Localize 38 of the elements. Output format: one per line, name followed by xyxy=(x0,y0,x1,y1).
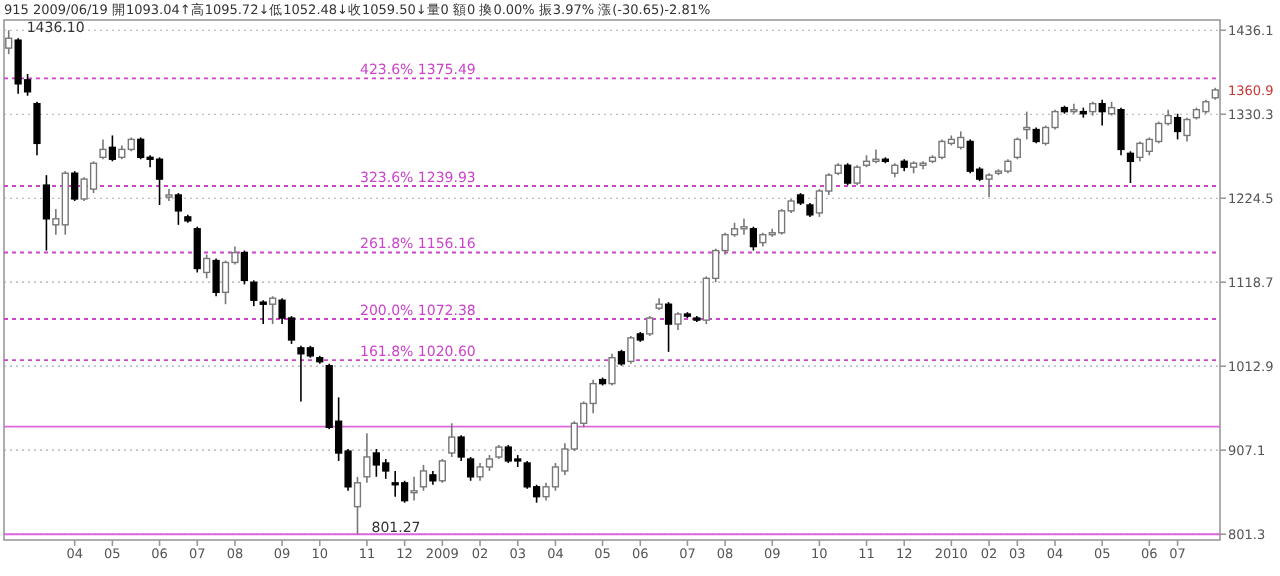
candlestick xyxy=(259,299,267,325)
candlestick xyxy=(353,476,362,536)
candlestick xyxy=(1098,98,1106,127)
candlestick xyxy=(646,315,654,337)
candlestick xyxy=(410,476,418,502)
candlestick xyxy=(1183,116,1191,143)
candlestick xyxy=(1173,112,1182,141)
candlestick xyxy=(269,295,277,325)
candlestick xyxy=(193,225,201,274)
candlestick xyxy=(5,29,13,55)
candlestick xyxy=(749,225,758,252)
candlestick xyxy=(203,253,211,280)
candlestick xyxy=(250,279,258,307)
candlestick xyxy=(1023,110,1031,141)
candlestick xyxy=(99,138,107,161)
candlestick xyxy=(212,257,220,298)
candlestick xyxy=(448,422,456,458)
candlestick xyxy=(419,464,428,492)
candlestick xyxy=(1013,136,1021,161)
candlestick xyxy=(71,170,79,202)
candlestick xyxy=(853,164,861,186)
candlestick xyxy=(1126,150,1135,184)
candlestick xyxy=(608,352,616,387)
candlestick xyxy=(438,458,446,484)
candlestick xyxy=(466,456,475,482)
candlestick xyxy=(363,432,371,484)
candlestick xyxy=(42,174,51,252)
candlestick xyxy=(89,160,98,194)
candlestick xyxy=(985,172,993,198)
candlestick xyxy=(664,301,673,353)
candlestick xyxy=(627,335,635,365)
candlestick xyxy=(108,134,117,163)
candlestick xyxy=(457,434,465,462)
candlestick xyxy=(33,100,41,157)
candlestick xyxy=(844,162,852,186)
candlestick xyxy=(1117,106,1125,157)
candlestick xyxy=(240,249,248,286)
candlestick xyxy=(174,192,183,226)
